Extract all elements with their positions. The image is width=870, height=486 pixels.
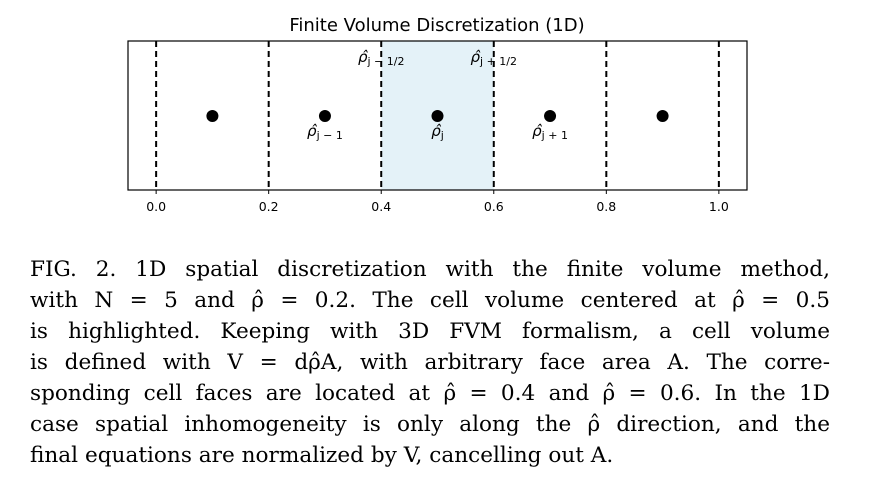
annotation-rho-j-minus-1: ρ̂j − 1 xyxy=(307,122,343,142)
plot-area: 0.0 0.2 0.4 0.6 0.8 1.0 ρ̂j − 1/2 ρ̂j + 1/2 ρ̂j … xyxy=(127,40,748,214)
cell-center-point-3 xyxy=(544,110,557,122)
caption-line-1: FIG. 2. 1D spatial discretization with t… xyxy=(30,257,830,282)
annotation-rho-j: ρ̂j xyxy=(431,122,444,142)
x-tick-label-2: 0.4 xyxy=(371,199,391,214)
caption-line-4: is defined with V = dρ̂A, with arbitrary… xyxy=(30,350,830,375)
caption-line-6: case spatial inhomogeneity is only along… xyxy=(30,412,830,437)
x-tick-label-3: 0.6 xyxy=(484,199,504,214)
x-tick-label-1: 0.2 xyxy=(259,199,279,214)
caption-line-3: is highlighted. Keeping with 3D FVM form… xyxy=(30,319,830,344)
caption-line-5: sponding cell faces are located at ρ̂ = … xyxy=(30,381,830,406)
caption-line-2: with N = 5 and ρ̂ = 0.2. The cell volume… xyxy=(30,288,830,313)
annotation-rho-j-plus-half: ρ̂j + 1/2 xyxy=(471,48,518,68)
cell-center-point-1 xyxy=(318,110,331,122)
cell-center-point-0 xyxy=(206,110,219,122)
annotation-rho-j-minus-half: ρ̂j − 1/2 xyxy=(358,48,405,68)
caption-line-7: final equations are normalized by V, can… xyxy=(30,443,614,468)
finite-volume-chart: Finite Volume Discretization (1D) 0.0 0.2… xyxy=(127,15,748,214)
chart-title: Finite Volume Discretization (1D) xyxy=(289,15,584,36)
annotation-rho-j-plus-1: ρ̂j + 1 xyxy=(532,122,568,142)
x-tick-label-0: 0.0 xyxy=(146,199,166,214)
x-tick-label-5: 1.0 xyxy=(709,199,729,214)
x-tick-label-4: 0.8 xyxy=(596,199,616,214)
axes-frame xyxy=(127,40,748,191)
cell-center-point-4 xyxy=(656,110,669,122)
cell-center-point-2 xyxy=(431,110,444,122)
figure-caption: FIG. 2. 1D spatial discretization with t… xyxy=(30,254,830,471)
